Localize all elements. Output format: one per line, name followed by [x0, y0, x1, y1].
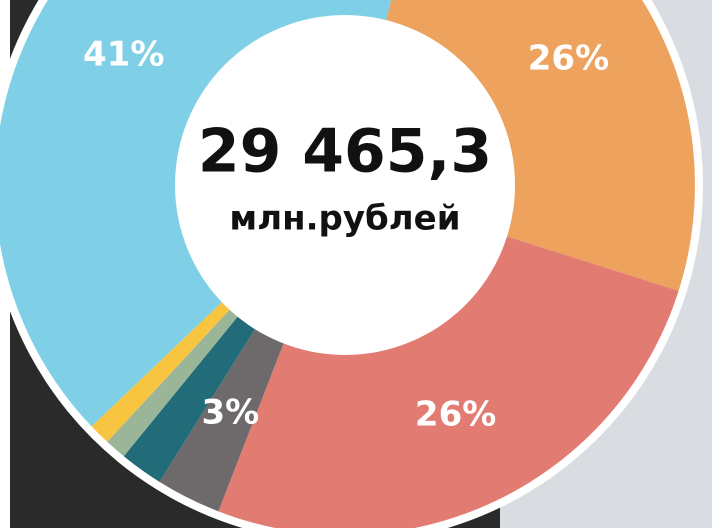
center-value: 29 465,3: [198, 117, 492, 187]
labels: 26% 26% 3% 41%: [83, 35, 609, 435]
center-unit: млн.рублей: [229, 199, 460, 239]
slice-label: 26%: [415, 394, 496, 434]
slice-label: 26%: [528, 39, 609, 79]
right-margin: [712, 0, 718, 528]
slice-label: 41%: [83, 35, 164, 75]
slice-label: 3%: [202, 392, 260, 432]
donut-hole: [175, 15, 515, 355]
